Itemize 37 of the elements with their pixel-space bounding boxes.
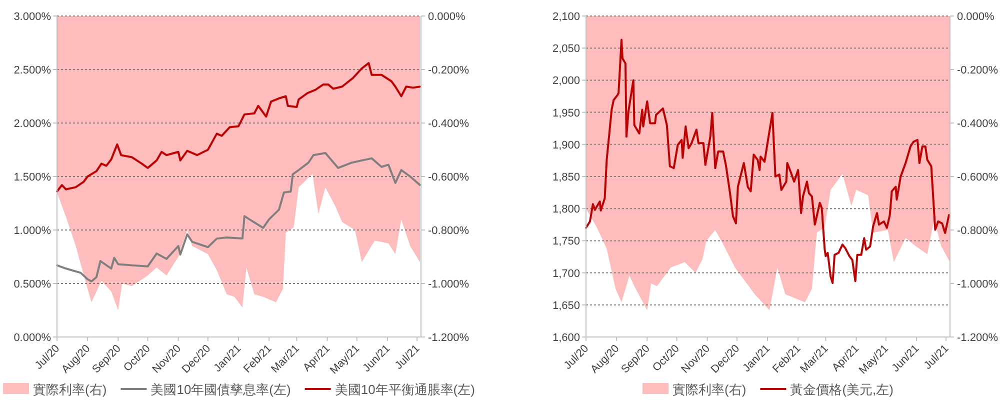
y-tick-label: 2.000% bbox=[14, 118, 52, 130]
y-tick-label: 2.500% bbox=[14, 64, 52, 76]
y2-tick-label: -0.600% bbox=[957, 172, 998, 184]
y2-tick-label: -0.800% bbox=[957, 225, 998, 237]
y-tick-label: 1.000% bbox=[14, 225, 52, 237]
y2-tick-label: -0.400% bbox=[428, 118, 470, 130]
y-tick-label: 3.000% bbox=[14, 11, 52, 23]
y2-tick-label: -0.200% bbox=[957, 64, 998, 76]
y-tick-label: 0.500% bbox=[14, 278, 52, 290]
y-tick-label: 1,950 bbox=[552, 107, 580, 120]
y2-tick-label: 0.000% bbox=[428, 11, 466, 23]
y2-tick-label: -1.000% bbox=[428, 278, 470, 290]
y-tick-label: 0.000% bbox=[14, 332, 52, 344]
y2-tick-label: -1.200% bbox=[957, 332, 998, 344]
y2-tick-label: -1.200% bbox=[428, 332, 470, 344]
y-tick-label: 1,850 bbox=[552, 172, 580, 184]
legend-label: 黃金價格(美元,左) bbox=[790, 382, 894, 397]
y-tick-label: 1,750 bbox=[552, 236, 580, 248]
legend-label: 實際利率(右) bbox=[672, 382, 746, 397]
legend-label: 美國10年國債孳息率(左) bbox=[150, 382, 291, 397]
y2-tick-label: 0.000% bbox=[957, 11, 995, 23]
y-tick-label: 1,650 bbox=[552, 300, 580, 312]
y2-tick-label: -0.200% bbox=[428, 64, 470, 76]
y2-tick-label: -0.800% bbox=[428, 225, 470, 237]
y-tick-label: 1,700 bbox=[552, 268, 580, 280]
legend-label: 美國10年平衡通脹率(左) bbox=[334, 382, 475, 397]
y-tick-label: 2,100 bbox=[552, 11, 580, 23]
y2-tick-label: -1.000% bbox=[957, 278, 998, 290]
y-tick-label: 1,800 bbox=[552, 204, 580, 216]
y-tick-label: 1.500% bbox=[14, 172, 52, 184]
y-tick-label: 1,600 bbox=[552, 332, 580, 344]
y2-tick-label: -0.400% bbox=[957, 118, 998, 130]
y2-tick-label: -0.600% bbox=[428, 172, 470, 184]
legend-label: 實際利率(右) bbox=[33, 382, 107, 397]
y-tick-label: 1,900 bbox=[552, 139, 580, 152]
y-tick-label: 2,050 bbox=[552, 43, 580, 56]
y-tick-label: 2,000 bbox=[552, 75, 580, 88]
